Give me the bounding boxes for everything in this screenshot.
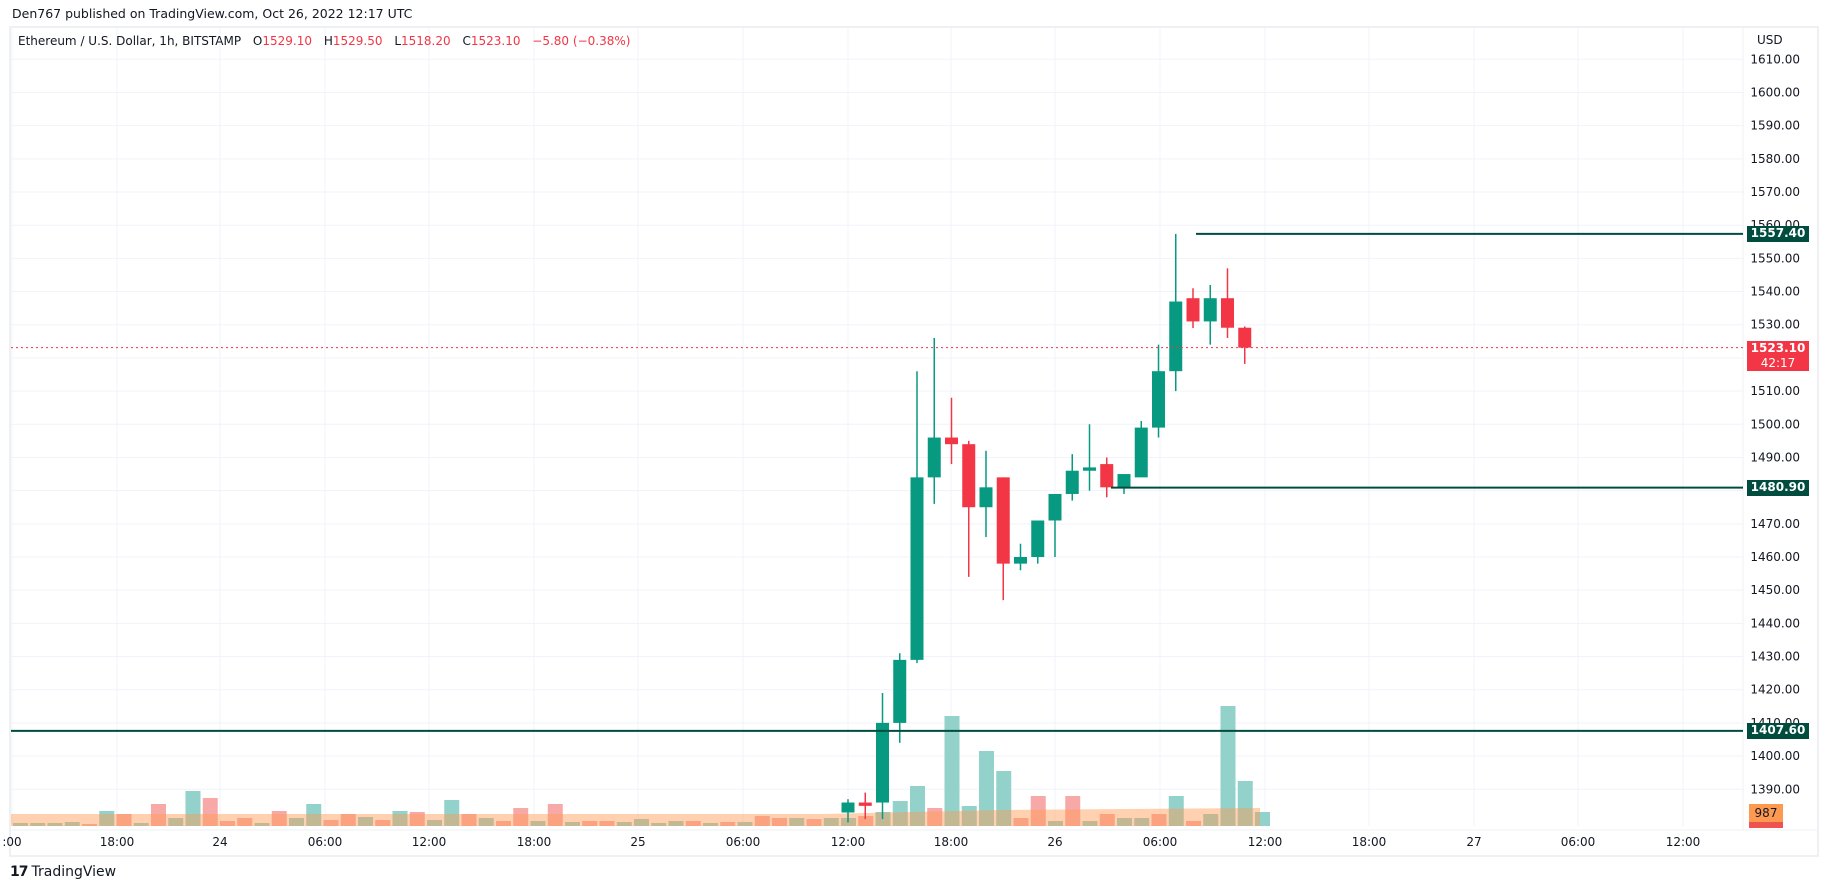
close-label: C <box>462 34 471 48</box>
price-tick: 1470.00 <box>1750 517 1800 531</box>
volume-bars <box>11 706 1270 826</box>
time-tick: 18:00 <box>934 835 969 849</box>
level-tag-high: 1557.40 <box>1747 226 1809 242</box>
price-tick: 1540.00 <box>1750 285 1800 299</box>
time-tick: 06:00 <box>1143 835 1178 849</box>
price-tick: 1420.00 <box>1750 683 1800 697</box>
open-label: O <box>252 34 263 48</box>
low-label: L <box>394 34 401 48</box>
time-tick: 26 <box>1047 835 1062 849</box>
volume-tag-secondary <box>1749 822 1783 828</box>
time-tick: :00 <box>2 835 21 849</box>
time-tick: 18:00 <box>100 835 135 849</box>
price-tick: 1530.00 <box>1750 318 1800 332</box>
tradingview-logo-icon[interactable]: 17 <box>10 864 29 880</box>
time-tick: 06:00 <box>1561 835 1596 849</box>
time-tick: 18:00 <box>517 835 552 849</box>
price-tick: 1510.00 <box>1750 384 1800 398</box>
price-tick: 1550.00 <box>1750 251 1800 265</box>
time-tick: 06:00 <box>726 835 761 849</box>
low-value: 1518.20 <box>401 34 451 48</box>
bar-countdown: 42:17 <box>1760 356 1796 370</box>
price-tick: 1500.00 <box>1750 417 1800 431</box>
chart-frame <box>9 26 1819 857</box>
current-price-tag: 1523.10 42:17 <box>1747 341 1809 371</box>
time-tick: 27 <box>1466 835 1481 849</box>
published-caption: Den767 published on TradingView.com, Oct… <box>12 6 413 21</box>
price-tick: 1490.00 <box>1750 450 1800 464</box>
time-tick: 12:00 <box>831 835 866 849</box>
grid-lines <box>11 28 1817 831</box>
price-tick: 1460.00 <box>1750 550 1800 564</box>
time-axis[interactable]: :00 18:00 24 06:00 12:00 18:00 25 06:00 12:00 18:… <box>2 835 1700 849</box>
price-tick: 1400.00 <box>1750 749 1800 763</box>
currency-label: USD <box>1757 33 1783 47</box>
volume-tag: 987 <box>1749 804 1783 822</box>
price-axis[interactable]: 1610.001600.001590.001580.001570.001560.… <box>1750 52 1800 796</box>
symbol-title[interactable]: Ethereum / U.S. Dollar, 1h, BITSTAMP <box>18 34 242 48</box>
level-lines <box>11 232 1743 732</box>
time-tick: 24 <box>212 835 227 849</box>
candlesticks <box>841 233 1252 823</box>
price-tick: 1610.00 <box>1750 52 1800 66</box>
price-tick: 1440.00 <box>1750 616 1800 630</box>
time-tick: 12:00 <box>1666 835 1701 849</box>
price-tick: 1430.00 <box>1750 650 1800 664</box>
price-tick: 1570.00 <box>1750 185 1800 199</box>
price-tick: 1390.00 <box>1750 782 1800 796</box>
level-tag-low: 1407.60 <box>1747 723 1809 739</box>
time-tick: 06:00 <box>308 835 343 849</box>
time-tick: 12:00 <box>1248 835 1283 849</box>
high-label: H <box>323 34 333 48</box>
footer: 17 TradingView <box>10 864 116 880</box>
open-value: 1529.10 <box>262 34 312 48</box>
price-tick: 1590.00 <box>1750 119 1800 133</box>
price-tick: 1450.00 <box>1750 583 1800 597</box>
time-tick: 25 <box>630 835 645 849</box>
price-tick: 1580.00 <box>1750 152 1800 166</box>
close-value: 1523.10 <box>470 34 521 48</box>
time-tick: 12:00 <box>412 835 447 849</box>
price-tick: 1600.00 <box>1750 85 1800 99</box>
brand-name[interactable]: TradingView <box>31 864 117 880</box>
level-tag-mid: 1480.90 <box>1747 480 1809 496</box>
current-price: 1523.10 <box>1750 341 1806 355</box>
change-value: −5.80 (−0.38%) <box>532 34 631 48</box>
ohlc-legend: Ethereum / U.S. Dollar, 1h, BITSTAMP O15… <box>18 34 630 48</box>
time-tick: 18:00 <box>1352 835 1387 849</box>
high-value: 1529.50 <box>332 34 383 48</box>
